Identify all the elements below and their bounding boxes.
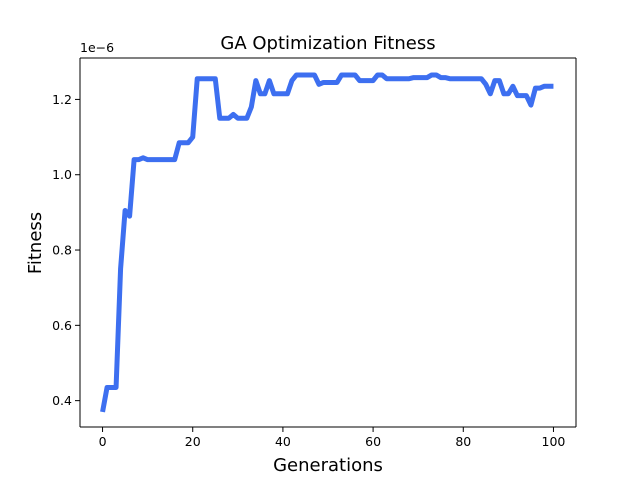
y-tick-label: 0.6 [52, 318, 72, 333]
y-axis-ticks: 0.4 0.6 0.8 1.0 1.2 [52, 92, 80, 408]
x-axis-label: Generations [273, 455, 383, 476]
x-tick-label: 100 [542, 434, 566, 449]
x-tick-label: 60 [365, 434, 381, 449]
y-axis-label: Fitness [25, 212, 46, 274]
chart-title: GA Optimization Fitness [220, 33, 435, 54]
x-tick-label: 0 [99, 434, 107, 449]
y-tick-label: 0.8 [52, 243, 72, 258]
x-axis-ticks: 0 20 40 60 80 100 [99, 427, 566, 449]
fitness-series-line [100, 72, 554, 413]
y-tick-label: 1.2 [52, 92, 72, 107]
y-axis-offset-text: 1e−6 [80, 40, 114, 55]
series-layer [100, 72, 554, 413]
y-tick-label: 0.4 [52, 393, 72, 408]
x-tick-label: 20 [185, 434, 201, 449]
x-tick-label: 40 [275, 434, 291, 449]
axes-frame [79, 57, 577, 428]
y-tick-label: 1.0 [52, 167, 72, 182]
x-tick-label: 80 [455, 434, 471, 449]
plot-background [80, 58, 576, 427]
